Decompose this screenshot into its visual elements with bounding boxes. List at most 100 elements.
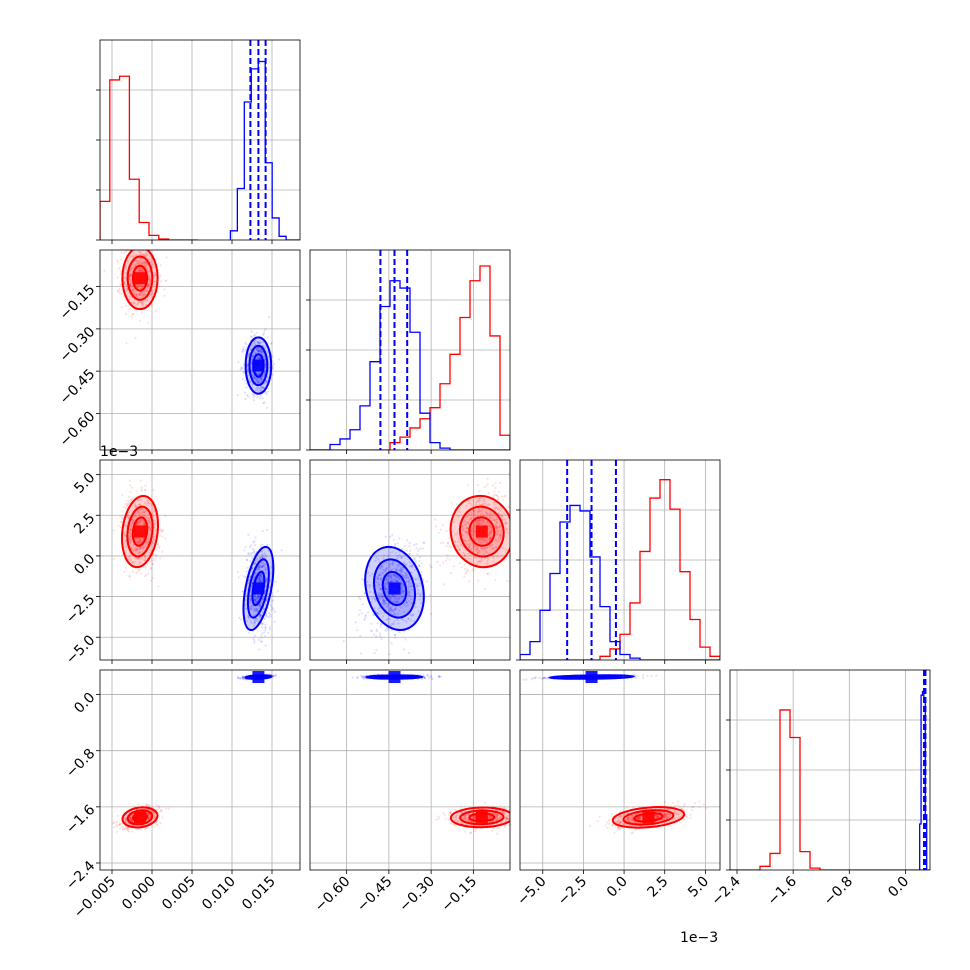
scatter-point — [257, 566, 261, 569]
scatter-point — [138, 547, 141, 550]
scatter-point — [489, 511, 492, 514]
scatter-point — [458, 510, 461, 514]
scatter-point — [131, 570, 134, 573]
scatter-point — [493, 519, 496, 522]
scatter-point — [243, 391, 247, 394]
scatter-point — [167, 807, 170, 810]
scatter-point — [149, 549, 152, 552]
scatter-point — [151, 542, 154, 545]
scatter-point — [154, 309, 157, 312]
scatter-point — [476, 520, 479, 523]
scatter-point — [485, 546, 489, 549]
scatter-point — [261, 576, 264, 579]
scatter-point — [115, 820, 118, 823]
scatter-point — [148, 526, 151, 529]
scatter-point — [255, 381, 258, 384]
scatter-point — [135, 537, 139, 540]
scatter-point — [485, 508, 488, 511]
scatter-point — [126, 288, 129, 291]
scatter-point — [146, 503, 149, 506]
scatter-point — [125, 276, 128, 279]
scatter-point — [434, 525, 437, 528]
scatter-point — [148, 255, 151, 258]
scatter-point — [147, 504, 150, 507]
scatter-point — [256, 607, 259, 610]
scatter-point — [264, 328, 267, 331]
scatter-point — [139, 508, 142, 511]
scatter-point — [252, 342, 255, 345]
scatter-point — [250, 605, 253, 608]
scatter-point — [483, 546, 486, 550]
scatter-point — [256, 349, 259, 352]
scatter-point — [139, 523, 142, 526]
scatter-point — [249, 380, 252, 384]
scatter-point — [141, 270, 144, 273]
scatter-point — [475, 546, 478, 549]
scatter-point — [112, 557, 115, 561]
scatter-point — [477, 498, 480, 501]
scatter-point — [149, 279, 152, 282]
scatter-point — [123, 281, 126, 284]
scatter-point — [259, 394, 263, 397]
scatter-point — [245, 343, 248, 346]
scatter-point — [144, 827, 147, 830]
scatter-point — [466, 526, 469, 529]
scatter-point — [414, 560, 417, 563]
scatter-point — [259, 378, 262, 381]
scatter-point — [458, 548, 461, 552]
scatter-point — [469, 502, 472, 505]
scatter-point — [465, 526, 468, 530]
scatter-point — [261, 555, 264, 558]
scatter-point — [495, 529, 498, 532]
scatter-point — [133, 556, 137, 559]
panel-frame — [99, 249, 301, 451]
scatter-point — [140, 252, 143, 255]
scatter-point — [461, 525, 464, 528]
scatter-point — [151, 576, 154, 580]
scatter-point — [261, 556, 264, 559]
scatter-point — [257, 565, 260, 568]
scatter-point — [128, 295, 132, 298]
scatter-point — [161, 550, 164, 553]
scatter-point — [244, 397, 247, 401]
scatter-point — [258, 596, 261, 599]
scatter-point — [266, 597, 269, 600]
scatter-point — [473, 530, 476, 533]
scatter-point — [137, 263, 140, 266]
scatter-point — [133, 301, 136, 304]
scatter-point — [458, 562, 462, 565]
scatter-point — [258, 347, 261, 350]
scatter-point — [466, 484, 470, 487]
scatter-point — [136, 303, 139, 306]
scatter-point — [136, 498, 140, 502]
scatter-point — [250, 336, 253, 339]
scatter-point — [450, 501, 453, 504]
scatter-point — [128, 541, 132, 544]
scatter-point — [139, 539, 143, 542]
scatter-point — [148, 528, 152, 531]
scatter-point — [138, 537, 141, 540]
scatter-point — [384, 535, 387, 538]
scatter-point — [391, 533, 394, 536]
scatter-point — [472, 524, 475, 527]
scatter-point — [261, 554, 264, 557]
scatter-point — [147, 551, 150, 554]
scatter-point — [136, 512, 140, 515]
scatter-point — [261, 375, 264, 378]
scatter-point — [144, 241, 146, 243]
scatter-point — [149, 528, 152, 531]
scatter-point — [258, 579, 261, 582]
scatter-point — [409, 553, 412, 556]
scatter-point — [145, 298, 149, 302]
scatter-point — [257, 341, 260, 344]
scatter-point — [127, 500, 130, 503]
scatter-point — [275, 580, 278, 584]
scatter-point — [260, 600, 263, 603]
scatter-point — [474, 545, 477, 548]
scatter-point — [250, 366, 253, 369]
scatter-point — [271, 594, 275, 597]
scatter-point — [143, 254, 146, 258]
scatter-point — [256, 348, 259, 351]
scatter-point — [259, 357, 262, 360]
scatter-point — [379, 634, 382, 638]
